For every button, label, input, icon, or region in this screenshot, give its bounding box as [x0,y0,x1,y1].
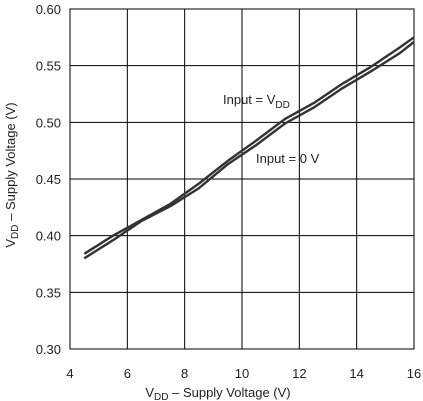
y-axis-title: VDD – Supply Voltage (V) [3,102,21,247]
y-tick-label: 0.45 [36,172,61,187]
annotation-input-vdd: Input = VDD [223,92,290,111]
annotation-input-0v: Input = 0 V [256,151,320,166]
x-tick-label: 8 [181,366,188,381]
y-tick-label: 0.40 [36,229,61,244]
x-tick-label: 16 [407,366,421,381]
y-tick-label: 0.35 [36,285,61,300]
tick-labels: 4 6 8 10 12 14 16 0.30 0.35 0.40 0.45 0.50 0.55 0.60 [36,2,422,381]
y-tick-label: 0.50 [36,115,61,130]
grid-lines [69,8,415,350]
series-lines [83,36,415,260]
series-line-input-0v [83,40,415,260]
x-tick-label: 10 [235,366,249,381]
y-tick-label: 0.55 [36,59,61,74]
y-tick-label: 0.60 [36,2,61,17]
series-line-input-vdd [83,36,415,255]
x-axis-title: VDD – Supply Voltage (V) [145,385,290,401]
x-tick-label: 14 [349,366,363,381]
plot-frame [69,8,415,350]
x-tick-label: 4 [66,366,73,381]
x-tick-label: 6 [124,366,131,381]
x-tick-label: 12 [292,366,306,381]
y-tick-label: 0.30 [36,342,61,357]
